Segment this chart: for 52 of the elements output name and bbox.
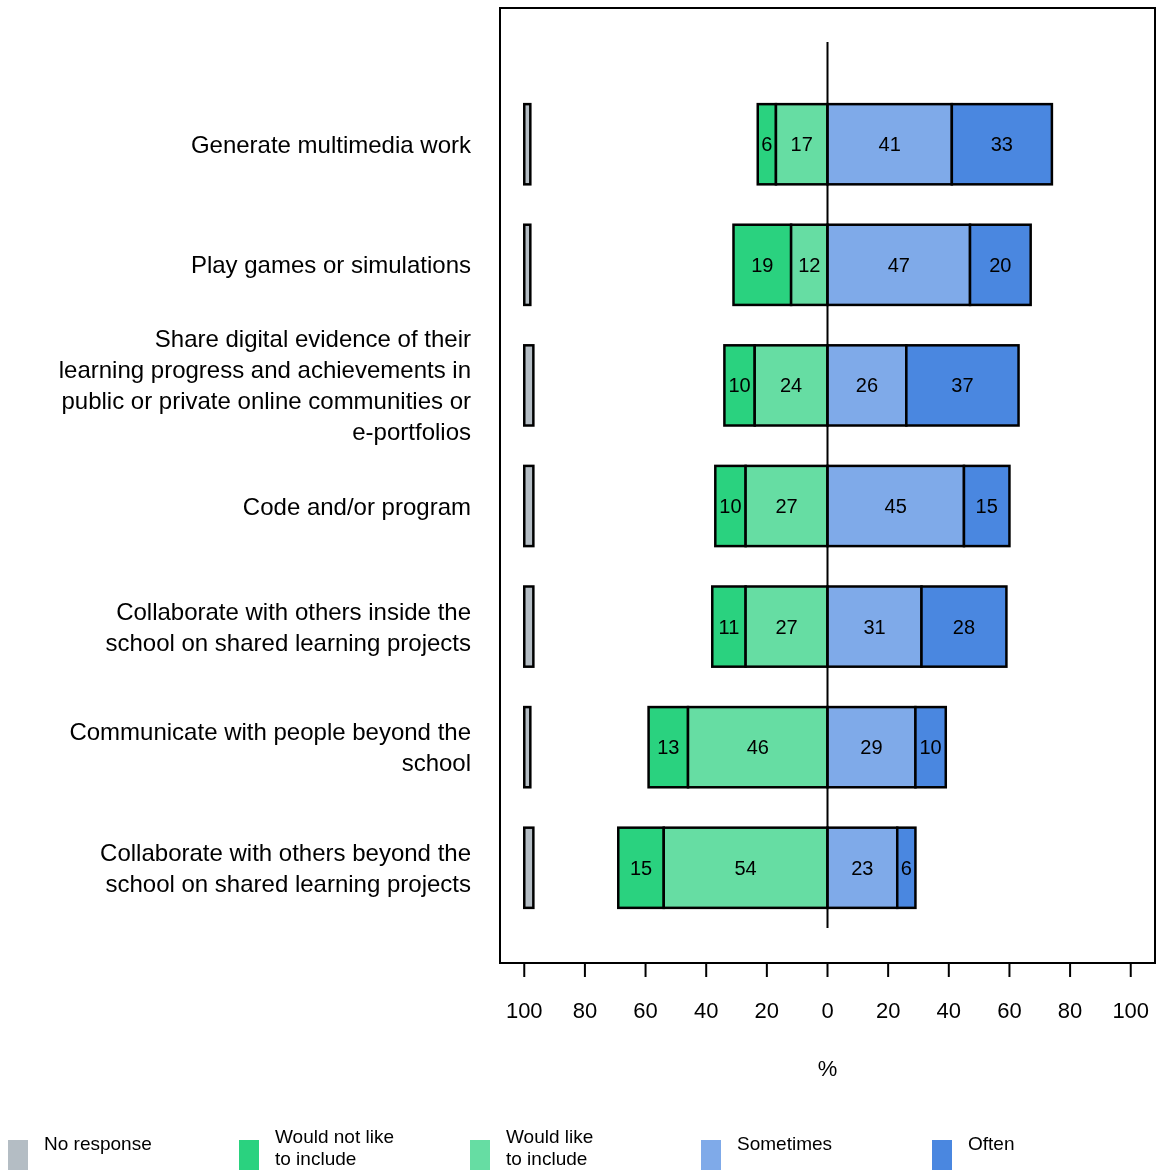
data-label: 29 xyxy=(860,736,883,759)
data-label: 17 xyxy=(790,133,813,156)
y-tick-label: Play games or simulations xyxy=(190,251,471,279)
y-tick-label: Code and/or program xyxy=(242,492,471,520)
y-tick-label: Share digital evidence of their learning progress and achievements in public or private online communities or e-portfolios xyxy=(58,325,471,446)
legend-label: Sometimes xyxy=(737,1132,833,1154)
x-tick-label: 0 xyxy=(821,997,834,1023)
y-tick-label: Generate multimedia work xyxy=(190,130,472,158)
x-tick-label: 40 xyxy=(936,997,962,1023)
y-tick-label: Collaborate with others beyond the school on shared learning projects xyxy=(100,838,471,897)
x-tick-label: 20 xyxy=(875,997,901,1023)
x-tick-label: 80 xyxy=(572,997,598,1023)
data-label: 6 xyxy=(900,856,912,879)
legend-label: No response xyxy=(44,1132,152,1154)
y-tick-label: Communicate with people beyond the school xyxy=(69,718,471,777)
x-tick-label: 60 xyxy=(633,997,658,1023)
data-label: 54 xyxy=(734,856,757,879)
data-label: 24 xyxy=(779,374,803,397)
data-label: 28 xyxy=(952,615,976,638)
data-label: 27 xyxy=(775,495,798,517)
x-tick-label: 100 xyxy=(505,997,543,1023)
legend-label: Would like to include xyxy=(506,1125,594,1169)
data-label: 15 xyxy=(629,856,653,879)
data-label: 20 xyxy=(989,253,1012,276)
x-tick-label: 60 xyxy=(997,997,1022,1023)
data-label: 12 xyxy=(798,253,821,276)
data-label: 37 xyxy=(951,374,974,397)
legend-label: Would not like to include xyxy=(275,1125,394,1169)
data-label: 10 xyxy=(719,495,742,517)
data-label: 26 xyxy=(855,374,879,397)
x-tick-label: 20 xyxy=(754,997,780,1023)
data-label: 15 xyxy=(975,495,998,517)
data-label: 13 xyxy=(657,736,680,759)
data-label: 47 xyxy=(887,253,910,276)
data-label: 6 xyxy=(761,133,773,156)
data-label: 45 xyxy=(884,495,907,517)
data-label: 23 xyxy=(851,856,874,879)
x-tick-label: 40 xyxy=(693,997,719,1023)
y-tick-label: Collaborate with others inside the school on shared learning projects xyxy=(105,597,471,656)
x-tick-label: 80 xyxy=(1057,997,1083,1023)
data-label: 31 xyxy=(863,615,886,638)
data-label: 11 xyxy=(718,615,740,638)
data-label: 10 xyxy=(919,736,942,759)
data-label: 33 xyxy=(990,133,1013,156)
legend-label: Often xyxy=(968,1132,1015,1154)
x-tick-label: 100 xyxy=(1112,997,1150,1023)
data-label: 41 xyxy=(878,133,901,156)
data-label: 27 xyxy=(775,615,798,638)
data-label: 46 xyxy=(746,736,769,759)
data-label: 10 xyxy=(728,374,751,397)
data-label: 19 xyxy=(751,253,774,276)
x-axis-title: % xyxy=(817,1055,838,1081)
